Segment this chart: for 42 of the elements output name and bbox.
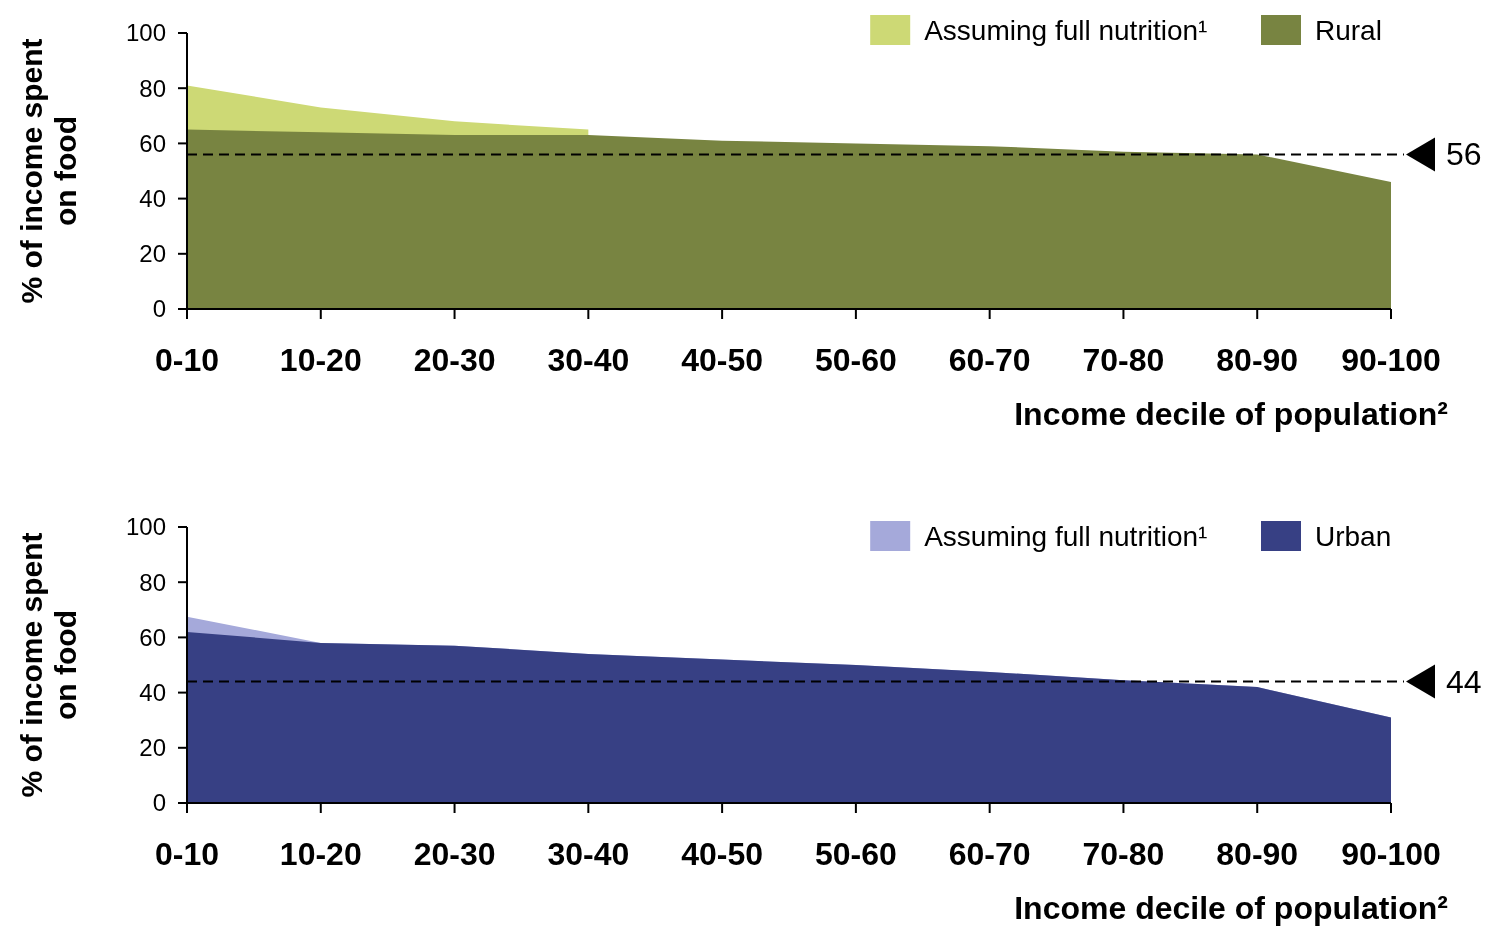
x-tick-label: 50-60	[814, 342, 897, 378]
x-tick-label: 0-10	[154, 836, 220, 872]
x-tick-label: 20-30	[413, 342, 496, 378]
x-axis-title: Income decile of population²	[1014, 890, 1448, 926]
y-tick-label: 40	[139, 185, 166, 212]
y-tick-label: 100	[125, 19, 166, 47]
y-tick-label: 0	[152, 295, 166, 323]
y-tick-label: 20	[139, 240, 166, 268]
x-tick-label: 0-10	[154, 342, 220, 378]
x-tick-label: 40-50	[681, 836, 764, 872]
x-tick-label: 80-90	[1216, 836, 1299, 872]
y-axis-title: % of income spent on food	[15, 532, 82, 798]
x-tick-label: 10-20	[279, 836, 362, 872]
x-tick-label: 20-30	[413, 836, 496, 872]
x-tick-label: 40-50	[681, 342, 764, 378]
legend-label: Rural	[1315, 15, 1382, 46]
x-tick-label: 70-80	[1082, 342, 1165, 378]
y-tick-label: 60	[139, 623, 166, 651]
legend-label: Assuming full nutrition¹	[924, 15, 1208, 46]
x-tick-label: 60-70	[948, 342, 1031, 378]
x-tick-label: 10-20	[279, 342, 362, 378]
y-tick-label: 80	[139, 74, 166, 102]
y-axis-title: % of income spent on food	[15, 38, 82, 304]
x-tick-label: 60-70	[948, 836, 1031, 872]
x-tick-label: 50-60	[814, 836, 897, 872]
x-axis-title: Income decile of population²	[1014, 396, 1448, 432]
y-tick-label: 60	[139, 129, 166, 157]
x-tick-label: 90-100	[1341, 836, 1441, 872]
legend-label: Assuming full nutrition¹	[924, 521, 1208, 552]
x-tick-label: 30-40	[547, 342, 630, 378]
x-tick-label: 30-40	[547, 836, 630, 872]
ref-line-label: 56	[1446, 136, 1482, 173]
y-tick-label: 0	[152, 789, 166, 817]
x-tick-label: 90-100	[1341, 342, 1441, 378]
x-tick-label: 70-80	[1082, 836, 1165, 872]
x-tick-label: 80-90	[1216, 342, 1299, 378]
y-tick-label: 40	[139, 679, 166, 706]
ref-line-label: 44	[1446, 663, 1482, 700]
y-tick-label: 80	[139, 568, 166, 596]
legend-label: Urban	[1315, 521, 1392, 552]
y-tick-label: 100	[125, 513, 166, 541]
y-tick-label: 20	[139, 734, 166, 762]
